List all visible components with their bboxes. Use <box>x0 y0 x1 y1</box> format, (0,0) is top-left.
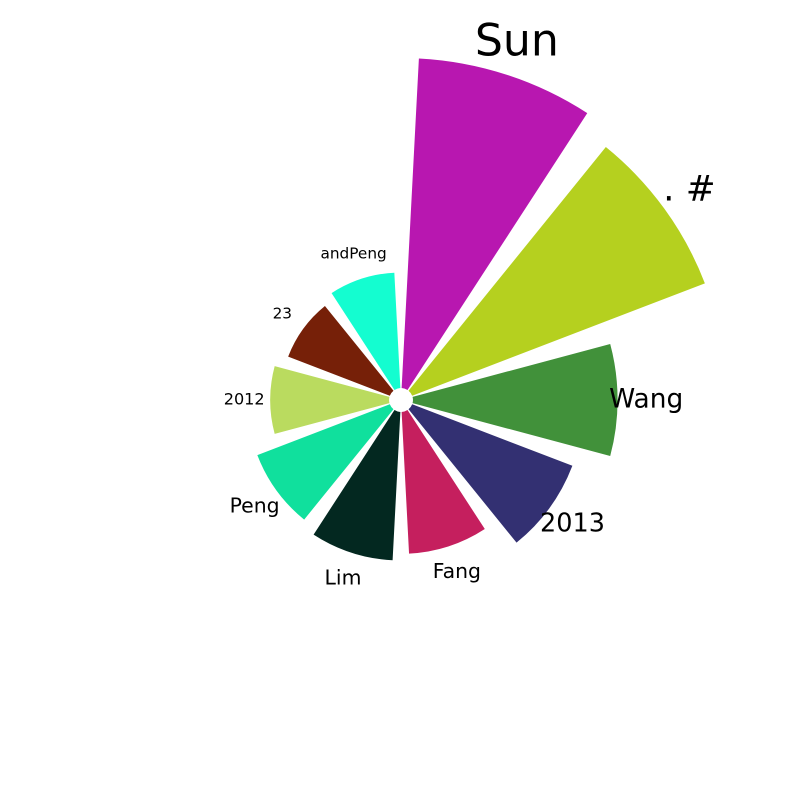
label-2012: 2012 <box>224 390 265 409</box>
bar-fang <box>401 410 485 554</box>
bar-peng <box>257 404 394 520</box>
label-sun: Sun <box>475 15 559 66</box>
bar-2013 <box>408 404 573 543</box>
bar-2012 <box>270 366 390 434</box>
labels-group: Sun . # Wang 2013 Fang Lim Peng 2012 23 andPeng <box>224 15 716 589</box>
label-23: 23 <box>273 304 292 322</box>
label-symbol: . # <box>663 169 716 210</box>
bar-lim <box>313 410 401 561</box>
label-andpeng: andPeng <box>320 245 386 263</box>
bar-23 <box>288 306 394 396</box>
bar-sun <box>401 58 588 390</box>
bar-symbol <box>408 147 705 396</box>
bar-andpeng <box>331 272 401 390</box>
label-2013: 2013 <box>540 509 605 539</box>
label-fang: Fang <box>433 559 481 583</box>
label-wang: Wang <box>609 384 683 415</box>
label-peng: Peng <box>230 493 280 517</box>
slices-group <box>257 58 705 561</box>
label-lim: Lim <box>325 565 362 589</box>
bar-wang <box>412 343 618 457</box>
